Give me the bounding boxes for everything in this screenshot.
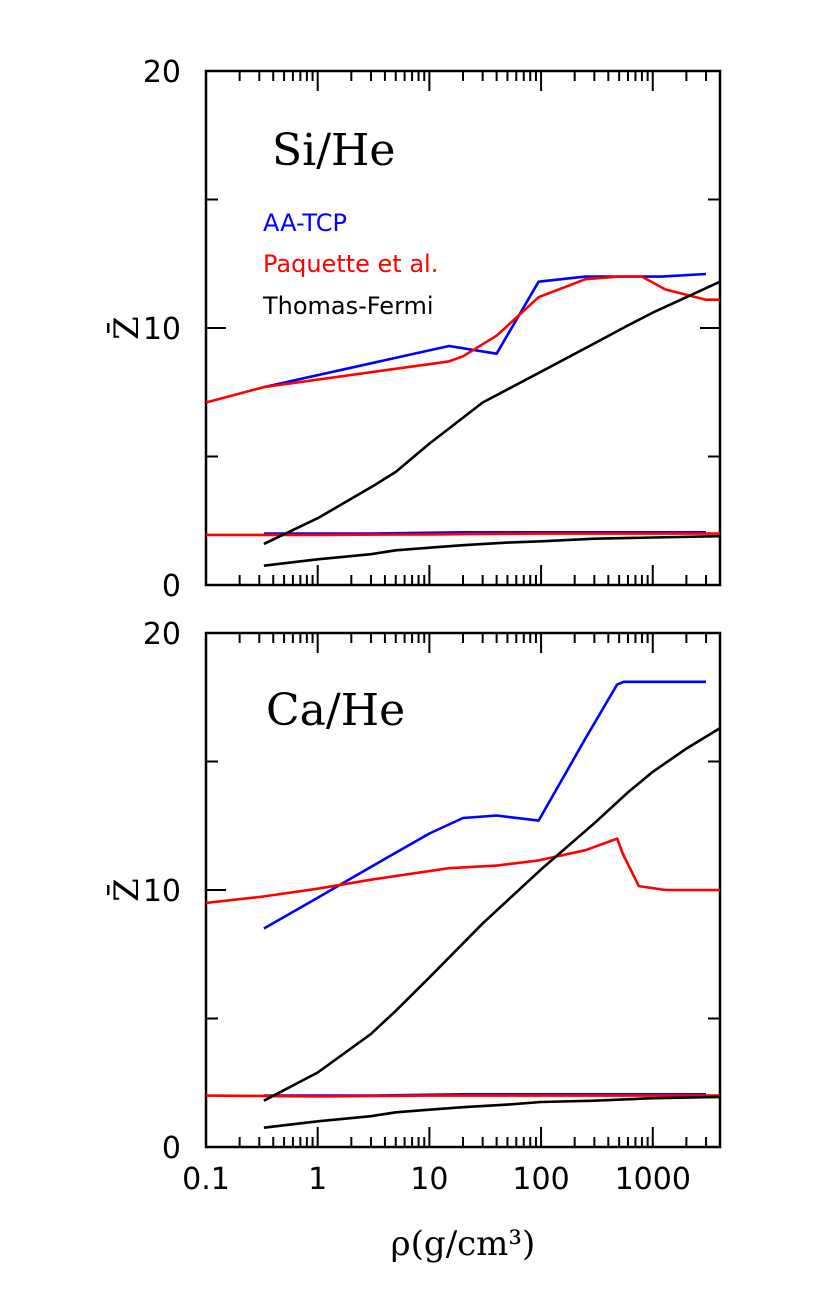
series-line-paquette-et-al xyxy=(205,837,720,905)
x-tick-label: 100 xyxy=(512,1162,569,1197)
series-line-thomas-fermi xyxy=(263,280,721,546)
y-axis-title-text: Z̄ xyxy=(106,878,147,902)
series-line-paquette-et-al xyxy=(205,275,720,404)
y-tick-label: 0 xyxy=(162,569,181,604)
y-axis-title-text: Z̄ xyxy=(106,316,147,340)
y-tick-label: 20 xyxy=(143,55,181,90)
x-tick-label: 1 xyxy=(308,1162,327,1197)
legend: AA-TCP Paquette et al. Thomas-Fermi xyxy=(262,209,438,320)
x-tick-labels: 0.1 1 10 100 1000 xyxy=(182,1162,691,1197)
y-tick-label: 10 xyxy=(143,874,181,909)
y-tick-labels: 0 10 20 xyxy=(143,617,181,1166)
panel-title: Si/He xyxy=(272,125,395,176)
x-tick-label: 1000 xyxy=(615,1162,691,1197)
series-line-paquette-et-al xyxy=(205,1094,720,1098)
y-axis-title: Z̄ xyxy=(106,878,147,902)
panel-ca-he: 0 10 20 0.1 1 10 100 1000 Ca/He Z̄ ρ(g/cm³) xyxy=(106,617,722,1264)
series-line-thomas-fermi xyxy=(263,1095,721,1129)
panel-title: Ca/He xyxy=(266,685,405,736)
axis-ticks xyxy=(205,632,721,1148)
series-lines xyxy=(205,680,721,1129)
x-tick-label: 0.1 xyxy=(182,1162,230,1197)
series-line-thomas-fermi xyxy=(263,534,721,567)
legend-entry-paquette: Paquette et al. xyxy=(263,250,438,278)
series-line-aa-tcp xyxy=(263,680,706,930)
series-line-thomas-fermi xyxy=(263,726,721,1102)
series-line-aa-tcp xyxy=(263,272,707,389)
legend-entry-thomas-fermi: Thomas-Fermi xyxy=(262,292,434,320)
x-tick-label: 10 xyxy=(410,1162,448,1197)
y-axis-title: Z̄ xyxy=(106,316,147,340)
axis-ticks xyxy=(205,70,721,586)
series-lines xyxy=(205,272,721,567)
legend-entry-aa-tcp: AA-TCP xyxy=(263,209,347,237)
y-tick-label: 0 xyxy=(162,1131,181,1166)
y-tick-label: 10 xyxy=(143,312,181,347)
panel-si-he: 0 10 20 Si/He AA-TCP Paquette et al. Thoma… xyxy=(106,55,722,604)
y-tick-labels: 0 10 20 xyxy=(143,55,181,604)
y-tick-label: 20 xyxy=(143,617,181,652)
series-line-paquette-et-al xyxy=(206,532,720,537)
x-axis-title: ρ(g/cm³) xyxy=(391,1224,536,1264)
